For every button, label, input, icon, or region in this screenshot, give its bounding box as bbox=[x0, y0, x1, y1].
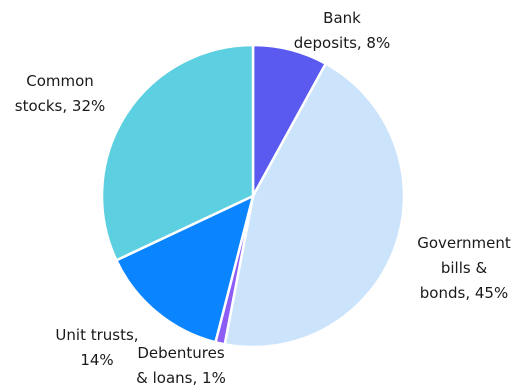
slice-label-line: Debentures bbox=[137, 344, 224, 362]
slice-label-unit-trusts: Unit trusts, 14% bbox=[55, 326, 138, 369]
slice-label-line: bills & bbox=[441, 259, 488, 277]
slice-label-common-stocks: Common stocks, 32% bbox=[15, 72, 106, 115]
slice-label-line: & loans, 1% bbox=[136, 369, 226, 387]
slice-label-line: Bank bbox=[323, 9, 361, 27]
slice-unit-trusts bbox=[115, 194, 255, 344]
slice-label-line: Unit trusts, bbox=[55, 326, 138, 344]
slice-label-government-bills-and-bonds: Government bills & bonds, 45% bbox=[417, 234, 511, 302]
slice-label-line: bonds, 45% bbox=[420, 284, 508, 302]
pie-labels: Bank deposits, 8% Government bills & bonds, … bbox=[15, 9, 511, 387]
slice-label-line: Common bbox=[26, 72, 94, 90]
slice-government-bills-and-bonds bbox=[223, 62, 406, 349]
slice-common-stocks bbox=[100, 43, 255, 262]
slice-label-debentures-and-loans: Debentures & loans, 1% bbox=[136, 344, 226, 387]
slice-label-line: Government bbox=[417, 234, 511, 252]
pie-slices bbox=[100, 43, 406, 349]
slice-label-line: 14% bbox=[80, 351, 113, 369]
slice-label-line: deposits, 8% bbox=[294, 34, 390, 52]
slice-label-bank-deposits: Bank deposits, 8% bbox=[294, 9, 390, 52]
slice-label-line: stocks, 32% bbox=[15, 97, 106, 115]
